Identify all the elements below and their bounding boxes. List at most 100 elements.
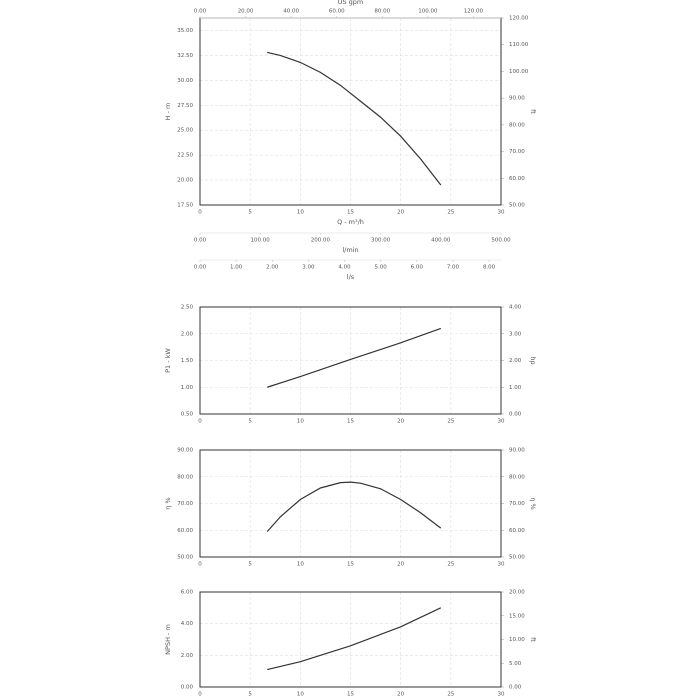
axis-tick-label: 60.00 [329, 9, 345, 15]
axis-tick-label: 5.00 [375, 265, 388, 271]
x-tick-label: 10 [297, 419, 304, 425]
y2-tick-label: 60.00 [509, 528, 525, 534]
y-tick-label: 22.50 [177, 153, 193, 159]
y2-axis-label: ft [529, 637, 537, 642]
y-axis-label: P1 - kW [164, 348, 172, 373]
y2-tick-label: 2.00 [509, 358, 522, 364]
y-tick-label: 17.50 [177, 203, 193, 209]
y-tick-label: 32.50 [177, 53, 193, 59]
y-tick-label: 50.00 [177, 555, 193, 561]
axis-tick-label: 500.00 [491, 238, 511, 244]
axis-tick-label: 2.00 [266, 265, 279, 271]
axis-tick-label: 100.00 [251, 238, 271, 244]
y2-tick-label: 5.00 [509, 661, 522, 667]
x-tick-label: 15 [347, 562, 354, 568]
axis-tick-label: 0.00 [194, 238, 207, 244]
y2-tick-label: 90.00 [509, 96, 525, 102]
y2-axis-label: hp [529, 356, 537, 364]
axis-tick-label: 8.00 [483, 265, 496, 271]
y2-tick-label: 110.00 [509, 42, 529, 48]
y2-tick-label: 1.00 [509, 385, 522, 391]
y2-tick-label: 0.00 [509, 685, 522, 691]
y-tick-label: 30.00 [177, 78, 193, 84]
curve [267, 607, 442, 671]
y2-tick-label: 50.00 [509, 203, 525, 209]
y-tick-label: 27.50 [177, 103, 193, 109]
y-axis-label: η % [164, 497, 172, 509]
y-tick-label: 4.00 [181, 621, 194, 627]
y2-axis-label: ft [529, 109, 537, 114]
axis-tick-label: 100.00 [418, 9, 438, 15]
axis-tick-label: 0.00 [194, 9, 207, 15]
y2-tick-label: 80.00 [509, 122, 525, 128]
y2-tick-label: 80.00 [509, 474, 525, 480]
x-tick-label: 5 [248, 692, 252, 698]
axis-tick-label: 40.00 [283, 9, 299, 15]
y2-tick-label: 50.00 [509, 555, 525, 561]
x-tick-label: 5 [248, 562, 252, 568]
x-tick-label: 10 [297, 210, 304, 216]
y2-tick-label: 15.00 [509, 613, 525, 619]
y-tick-label: 1.00 [181, 385, 194, 391]
y2-tick-label: 60.00 [509, 176, 525, 182]
x-tick-label: 25 [447, 562, 454, 568]
x-tick-label: 25 [447, 419, 454, 425]
x-tick-label: 20 [397, 419, 404, 425]
axis-label: l/s [347, 273, 355, 281]
x-tick-label: 10 [297, 562, 304, 568]
axis-tick-label: 20.00 [238, 9, 254, 15]
y2-tick-label: 70.00 [509, 501, 525, 507]
x-tick-label: 20 [397, 210, 404, 216]
y-tick-label: 1.50 [181, 358, 194, 364]
x-tick-label: 30 [498, 562, 505, 568]
y-tick-label: 2.00 [181, 653, 194, 659]
x-tick-label: 15 [347, 692, 354, 698]
y2-tick-label: 10.00 [509, 637, 525, 643]
plot-frame [199, 17, 502, 206]
axis-tick-label: 300.00 [371, 238, 391, 244]
x-tick-label: 0 [198, 692, 202, 698]
y-tick-label: 35.00 [177, 28, 193, 34]
y2-tick-label: 20.00 [509, 590, 525, 596]
y2-tick-label: 3.00 [509, 331, 522, 337]
axis-tick-label: 200.00 [311, 238, 331, 244]
x-tick-label: 5 [248, 210, 252, 216]
curve [267, 51, 442, 186]
x-tick-label: 30 [498, 419, 505, 425]
x-tick-label: 20 [397, 692, 404, 698]
axis-tick-label: 0.00 [194, 265, 207, 271]
x-axis-label: Q - m³/h [337, 218, 364, 226]
y-tick-label: 0.50 [181, 412, 194, 418]
y2-tick-label: 100.00 [509, 69, 529, 75]
y-tick-label: 60.00 [177, 528, 193, 534]
y-tick-label: 2.50 [181, 305, 194, 311]
y-tick-label: 0.00 [181, 685, 194, 691]
x-tick-label: 20 [397, 562, 404, 568]
y-tick-label: 70.00 [177, 501, 193, 507]
y-axis-label: H - m [164, 103, 172, 121]
y2-tick-label: 0.00 [509, 412, 522, 418]
y-tick-label: 90.00 [177, 448, 193, 454]
axis-tick-label: 4.00 [338, 265, 351, 271]
x-tick-label: 0 [198, 210, 202, 216]
y-tick-label: 2.00 [181, 331, 194, 337]
y2-tick-label: 4.00 [509, 305, 522, 311]
plot-frame [199, 591, 502, 688]
y2-tick-label: 90.00 [509, 448, 525, 454]
x-tick-label: 0 [198, 419, 202, 425]
plot-frame [199, 449, 502, 558]
axis-tick-label: 3.00 [302, 265, 315, 271]
y2-tick-label: 70.00 [509, 149, 525, 155]
curve [266, 481, 442, 532]
y-tick-label: 20.00 [177, 178, 193, 184]
x-tick-label: 30 [498, 692, 505, 698]
axis-tick-label: 1.00 [230, 265, 243, 271]
x-tick-label: 15 [347, 419, 354, 425]
axis-tick-label: 80.00 [374, 9, 390, 15]
x-tick-label: 10 [297, 692, 304, 698]
y2-axis-label: η % [529, 497, 537, 509]
axis-tick-label: 7.00 [447, 265, 460, 271]
y-tick-label: 25.00 [177, 128, 193, 134]
x-tick-label: 25 [447, 210, 454, 216]
